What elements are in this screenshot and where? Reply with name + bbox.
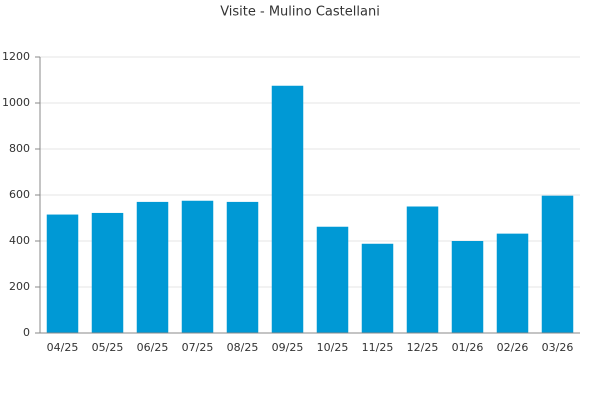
x-tick-label: 07/25 — [182, 341, 214, 354]
x-tick-label: 04/25 — [47, 341, 79, 354]
x-tick-label: 10/25 — [317, 341, 349, 354]
bar — [136, 201, 169, 333]
bar — [496, 233, 529, 333]
y-tick-label: 1200 — [2, 50, 30, 63]
bar — [46, 214, 79, 333]
bar — [451, 241, 484, 333]
x-tick-label: 06/25 — [137, 341, 169, 354]
bar — [91, 212, 124, 333]
bar — [316, 226, 349, 333]
y-tick-label: 800 — [9, 142, 30, 155]
bar — [181, 200, 214, 333]
x-tick-label: 12/25 — [407, 341, 439, 354]
x-tick-label: 01/26 — [452, 341, 484, 354]
x-tick-label: 11/25 — [362, 341, 394, 354]
y-tick-label: 0 — [23, 326, 30, 339]
y-tick-label: 600 — [9, 188, 30, 201]
bar — [406, 206, 439, 333]
bar — [271, 85, 304, 333]
chart-title: Visite - Mulino Castellani — [220, 5, 380, 20]
x-tick-label: 05/25 — [92, 341, 124, 354]
y-tick-label: 200 — [9, 280, 30, 293]
x-tick-label: 03/26 — [542, 341, 574, 354]
x-tick-label: 02/26 — [497, 341, 529, 354]
y-tick-label: 400 — [9, 234, 30, 247]
bar — [541, 195, 574, 333]
x-tick-label: 09/25 — [272, 341, 304, 354]
x-tick-label: 08/25 — [227, 341, 259, 354]
y-tick-label: 1000 — [2, 96, 30, 109]
bar — [226, 201, 259, 333]
bar — [361, 243, 394, 333]
